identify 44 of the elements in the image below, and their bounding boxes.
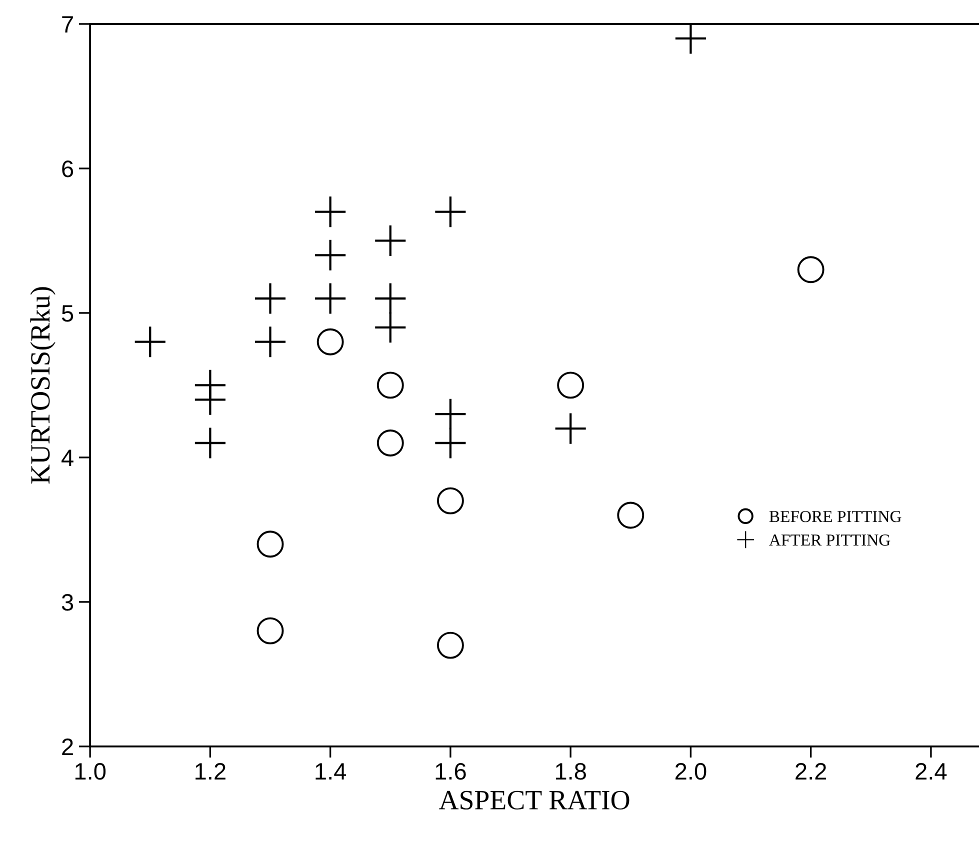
- point: [194, 428, 226, 458]
- y-tick-label: 2: [62, 738, 73, 755]
- point: [435, 428, 466, 458]
- point: [315, 196, 346, 228]
- x-tick-label: 1.6: [436, 763, 466, 780]
- y-tick-label: 6: [62, 160, 74, 178]
- point: [376, 372, 404, 399]
- point: [435, 196, 466, 228]
- point: [315, 240, 346, 270]
- point: [256, 617, 284, 644]
- x-tick-label: 1.2: [196, 763, 226, 780]
- point: [617, 502, 644, 529]
- point: [256, 530, 284, 558]
- point: [797, 256, 824, 284]
- point: [557, 372, 584, 399]
- y-tick-label: 5: [62, 305, 74, 322]
- point: [375, 283, 406, 314]
- x-tick-label: 2.0: [675, 763, 706, 780]
- point: [134, 326, 166, 358]
- x-tick-label: 1.4: [316, 763, 346, 780]
- point: [254, 283, 286, 314]
- point: [435, 398, 466, 430]
- point: [375, 225, 406, 256]
- point: [254, 326, 286, 358]
- point: [436, 632, 464, 659]
- point: [316, 328, 344, 356]
- x-tick-label: 2.4: [916, 763, 947, 780]
- x-tick-label: 1.8: [556, 763, 586, 780]
- point: [376, 430, 404, 456]
- y-tick-label: 4: [62, 450, 74, 466]
- x-tick-label: 1.0: [75, 763, 106, 780]
- legend-label: AFTER PITTING: [769, 534, 890, 546]
- point: [194, 384, 226, 415]
- point: [375, 312, 406, 343]
- point: [436, 487, 464, 514]
- y-tick-label: 7: [62, 16, 73, 33]
- legend-label: BEFORE PITTING: [769, 510, 902, 522]
- y-tick-label: 3: [62, 594, 74, 611]
- point: [315, 283, 346, 314]
- point: [675, 24, 706, 54]
- x-tick-label: 2.2: [796, 763, 826, 780]
- point: [555, 413, 586, 444]
- y-axis-title: KURTOSIS(Rku): [30, 287, 56, 484]
- x-axis-title: ASPECT RATIO: [438, 790, 630, 810]
